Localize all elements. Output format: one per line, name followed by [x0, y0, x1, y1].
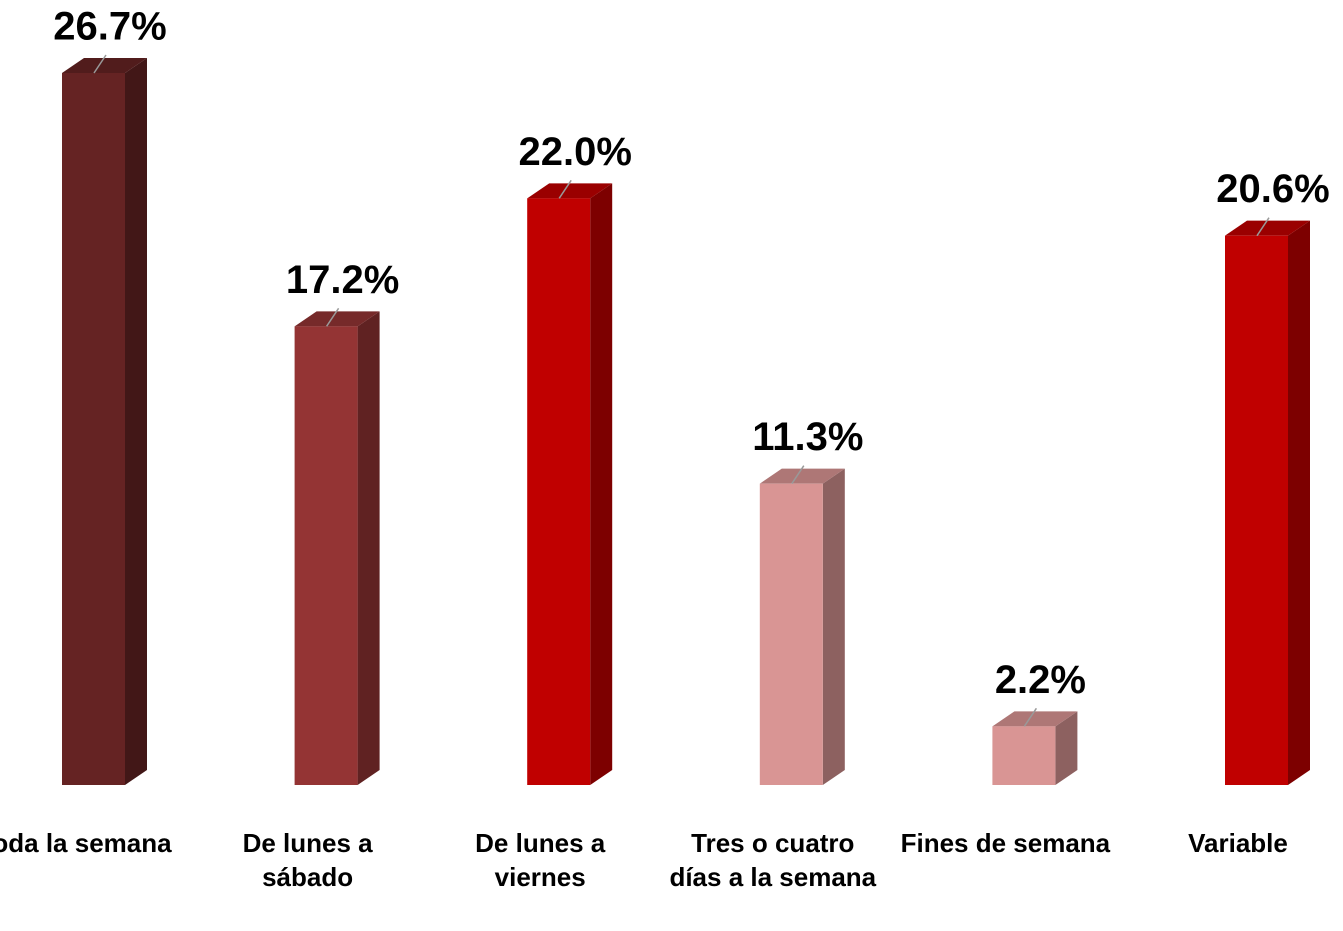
bar-side — [1055, 711, 1078, 785]
leader-line — [325, 307, 340, 327]
bar-side — [590, 183, 613, 786]
bar-side — [1288, 220, 1310, 785]
leader-line — [1256, 217, 1270, 237]
bar-top — [759, 468, 845, 484]
bar-side — [357, 311, 380, 785]
bar — [527, 198, 591, 786]
x-tick-label: De lunes a viernes — [475, 828, 606, 892]
x-tick-label: Toda la semana — [0, 828, 172, 858]
bar — [1225, 235, 1288, 785]
value-label: 17.2% — [286, 258, 399, 302]
leader-line — [558, 179, 572, 199]
bar-side — [822, 468, 845, 785]
bar — [62, 73, 125, 785]
bar-top — [992, 711, 1078, 727]
value-label: 20.6% — [1216, 167, 1329, 211]
bar-top — [294, 311, 380, 327]
bar-top — [527, 183, 613, 199]
x-tick-label: De lunes a sábado — [242, 828, 373, 892]
leader-line — [93, 54, 107, 74]
value-label: 22.0% — [518, 130, 631, 174]
value-label: 11.3% — [752, 415, 863, 459]
bar — [294, 326, 358, 785]
leader-line — [1023, 707, 1038, 727]
bar — [992, 726, 1056, 785]
bar — [759, 483, 823, 785]
bar-top — [1225, 220, 1310, 236]
leader-line — [791, 465, 805, 485]
bar-side — [125, 58, 147, 785]
x-tick-label: Tres o cuatro días a la semana — [669, 828, 877, 892]
bar-top — [62, 58, 147, 73]
value-label: 2.2% — [995, 658, 1086, 702]
x-tick-label: Variable — [1188, 828, 1288, 858]
x-tick-label: Fines de semana — [900, 828, 1111, 858]
value-label: 26.7% — [53, 5, 166, 49]
